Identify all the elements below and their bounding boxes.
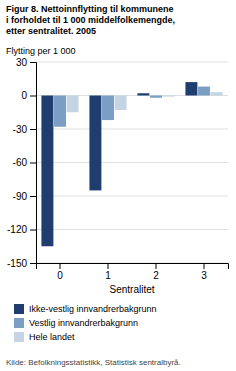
tick-mark <box>156 263 157 269</box>
bar <box>115 96 127 111</box>
tick-mark <box>30 163 36 164</box>
tick-label: 2 <box>153 270 159 281</box>
tick: -90 <box>13 191 36 202</box>
legend-swatch <box>14 318 24 328</box>
legend-swatch <box>14 332 24 342</box>
bar <box>150 96 162 98</box>
legend-swatch <box>14 304 24 314</box>
tick-mark <box>108 263 109 269</box>
tick-mark <box>30 62 36 63</box>
tick-label: -60 <box>13 157 28 168</box>
bars <box>41 82 222 246</box>
y-axis: -150 -120 -90 -60 -30 0 30 <box>7 57 37 269</box>
tick: 30 <box>16 57 36 68</box>
grid-line <box>36 229 228 230</box>
tick-label: -90 <box>13 191 28 202</box>
bar <box>185 82 197 95</box>
annotation: Kilde: Befolkningsstatistikk, Statistisk… <box>6 358 181 367</box>
tick-mark <box>30 196 36 197</box>
tick: 3 <box>201 263 207 281</box>
legend-item: Hele landet <box>14 332 75 342</box>
bar <box>89 96 101 191</box>
grid <box>36 62 228 263</box>
tick: 1 <box>105 263 111 281</box>
legend-label: Hele landet <box>29 332 75 342</box>
tick: -120 <box>7 224 36 235</box>
tick: -60 <box>13 157 36 168</box>
tick-label: 0 <box>21 90 27 101</box>
tick-mark <box>30 230 36 231</box>
legend-label: Vestlig innvandrerbakgrunn <box>29 318 138 328</box>
bar <box>54 96 66 127</box>
tick: 2 <box>153 263 159 281</box>
tick-mark <box>30 129 36 130</box>
axis-line <box>37 264 229 270</box>
x-axis-label: Sentralitet <box>109 284 154 295</box>
tick-label: -150 <box>7 258 27 269</box>
legend: Ikke-vestlig innvandrerbakgrunn Vestlig i… <box>14 304 157 342</box>
tick-label: 0 <box>57 270 63 281</box>
tick: 0 <box>57 263 63 281</box>
bar <box>67 96 79 113</box>
tick-mark <box>60 263 61 269</box>
bar-series <box>67 92 223 112</box>
tick-mark <box>30 96 36 97</box>
grid-line <box>36 129 228 130</box>
bar <box>211 92 223 95</box>
tick-label: 30 <box>16 57 28 68</box>
tick-label: -120 <box>7 224 27 235</box>
y-axis-label: Flytting per 1 000 <box>6 46 76 56</box>
bar <box>198 87 210 96</box>
tick: -150 <box>7 258 36 269</box>
bar <box>137 93 149 95</box>
legend-item: Vestlig innvandrerbakgrunn <box>14 318 138 328</box>
legend-item: Ikke-vestlig innvandrerbakgrunn <box>14 304 157 314</box>
tick-mark <box>204 263 205 269</box>
bar-series <box>54 87 210 127</box>
axis-line <box>30 63 37 264</box>
bar-series <box>41 82 197 246</box>
chart: Figur 8. Nettoinnflytting til kommunenei… <box>0 0 236 371</box>
grid-line <box>36 162 228 163</box>
x-axis: 0 1 2 3 <box>37 263 229 281</box>
tick: 0 <box>21 90 36 101</box>
tick-label: -30 <box>13 124 28 135</box>
legend-label: Ikke-vestlig innvandrerbakgrunn <box>29 304 157 314</box>
grid-line <box>36 196 228 197</box>
tick-label: 3 <box>201 270 207 281</box>
bar <box>102 96 114 121</box>
plot: -150 -120 -90 -60 -30 0 30 0 1 2 3 <box>7 57 229 281</box>
tick: -30 <box>13 124 36 135</box>
tick-label: 1 <box>105 270 111 281</box>
grid-line <box>36 62 228 63</box>
bar <box>163 96 175 97</box>
title: Figur 8. Nettoinnflytting til kommunenei… <box>6 4 175 36</box>
tick-mark <box>30 263 36 264</box>
bar <box>41 96 53 247</box>
